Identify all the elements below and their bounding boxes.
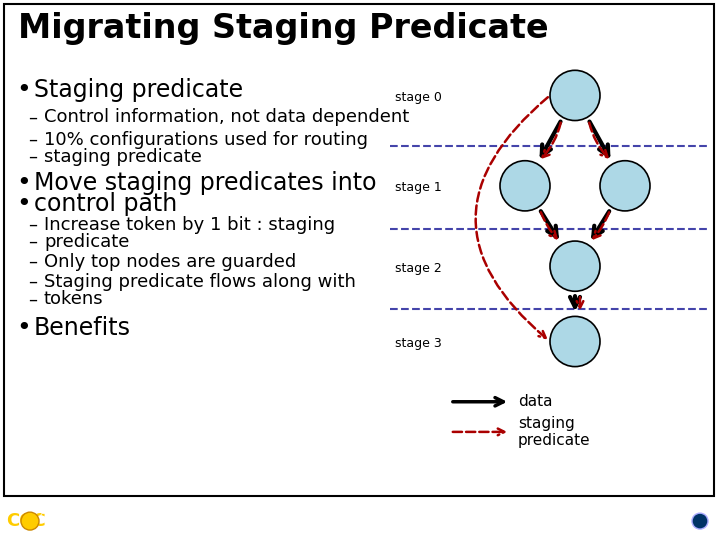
Text: 18: 18 bbox=[351, 514, 369, 529]
Circle shape bbox=[500, 161, 550, 211]
Text: tokens: tokens bbox=[44, 291, 104, 308]
Text: –: – bbox=[28, 273, 37, 291]
Text: Only top nodes are guarded: Only top nodes are guarded bbox=[44, 253, 296, 271]
Text: CCC: CCC bbox=[6, 512, 46, 530]
Text: stage 1: stage 1 bbox=[395, 181, 442, 194]
Text: data: data bbox=[518, 394, 552, 409]
FancyBboxPatch shape bbox=[4, 4, 714, 496]
Text: 10% configurations used for routing: 10% configurations used for routing bbox=[44, 131, 368, 149]
Text: Staging predicate: Staging predicate bbox=[34, 78, 243, 103]
Text: •: • bbox=[16, 78, 31, 103]
Text: Staging predicate flows along with: Staging predicate flows along with bbox=[44, 273, 356, 291]
Text: –: – bbox=[28, 233, 37, 251]
Text: Increase token by 1 bit : staging: Increase token by 1 bit : staging bbox=[44, 216, 335, 234]
Text: Benefits: Benefits bbox=[34, 316, 131, 340]
Text: –: – bbox=[28, 291, 37, 308]
Circle shape bbox=[600, 161, 650, 211]
Text: •: • bbox=[16, 192, 31, 216]
Text: Migrating Staging Predicate: Migrating Staging Predicate bbox=[18, 12, 549, 45]
Text: •: • bbox=[16, 171, 31, 195]
Text: computers creating custom processors
– Code size reduction: computers creating custom processors – C… bbox=[40, 511, 216, 531]
Circle shape bbox=[550, 70, 600, 120]
Text: predicate: predicate bbox=[44, 233, 130, 251]
Text: •: • bbox=[16, 316, 31, 340]
Text: stage 0: stage 0 bbox=[395, 91, 442, 104]
Text: staging predicate: staging predicate bbox=[44, 147, 202, 166]
Text: staging
predicate: staging predicate bbox=[518, 416, 590, 448]
Circle shape bbox=[21, 512, 39, 530]
Circle shape bbox=[550, 241, 600, 291]
Circle shape bbox=[692, 513, 708, 529]
Text: University of Michigan
Electrical Engineering and Computer Science: University of Michigan Electrical Engine… bbox=[510, 511, 715, 531]
Text: Move staging predicates into: Move staging predicates into bbox=[34, 171, 377, 195]
Circle shape bbox=[550, 316, 600, 367]
Text: –: – bbox=[28, 147, 37, 166]
Text: –: – bbox=[28, 253, 37, 271]
Text: –: – bbox=[28, 216, 37, 234]
Text: stage 3: stage 3 bbox=[395, 337, 442, 350]
Text: stage 2: stage 2 bbox=[395, 262, 442, 275]
Text: control path: control path bbox=[34, 192, 177, 216]
Text: –: – bbox=[28, 131, 37, 149]
Text: Control information, not data dependent: Control information, not data dependent bbox=[44, 109, 409, 126]
Text: –: – bbox=[28, 109, 37, 126]
